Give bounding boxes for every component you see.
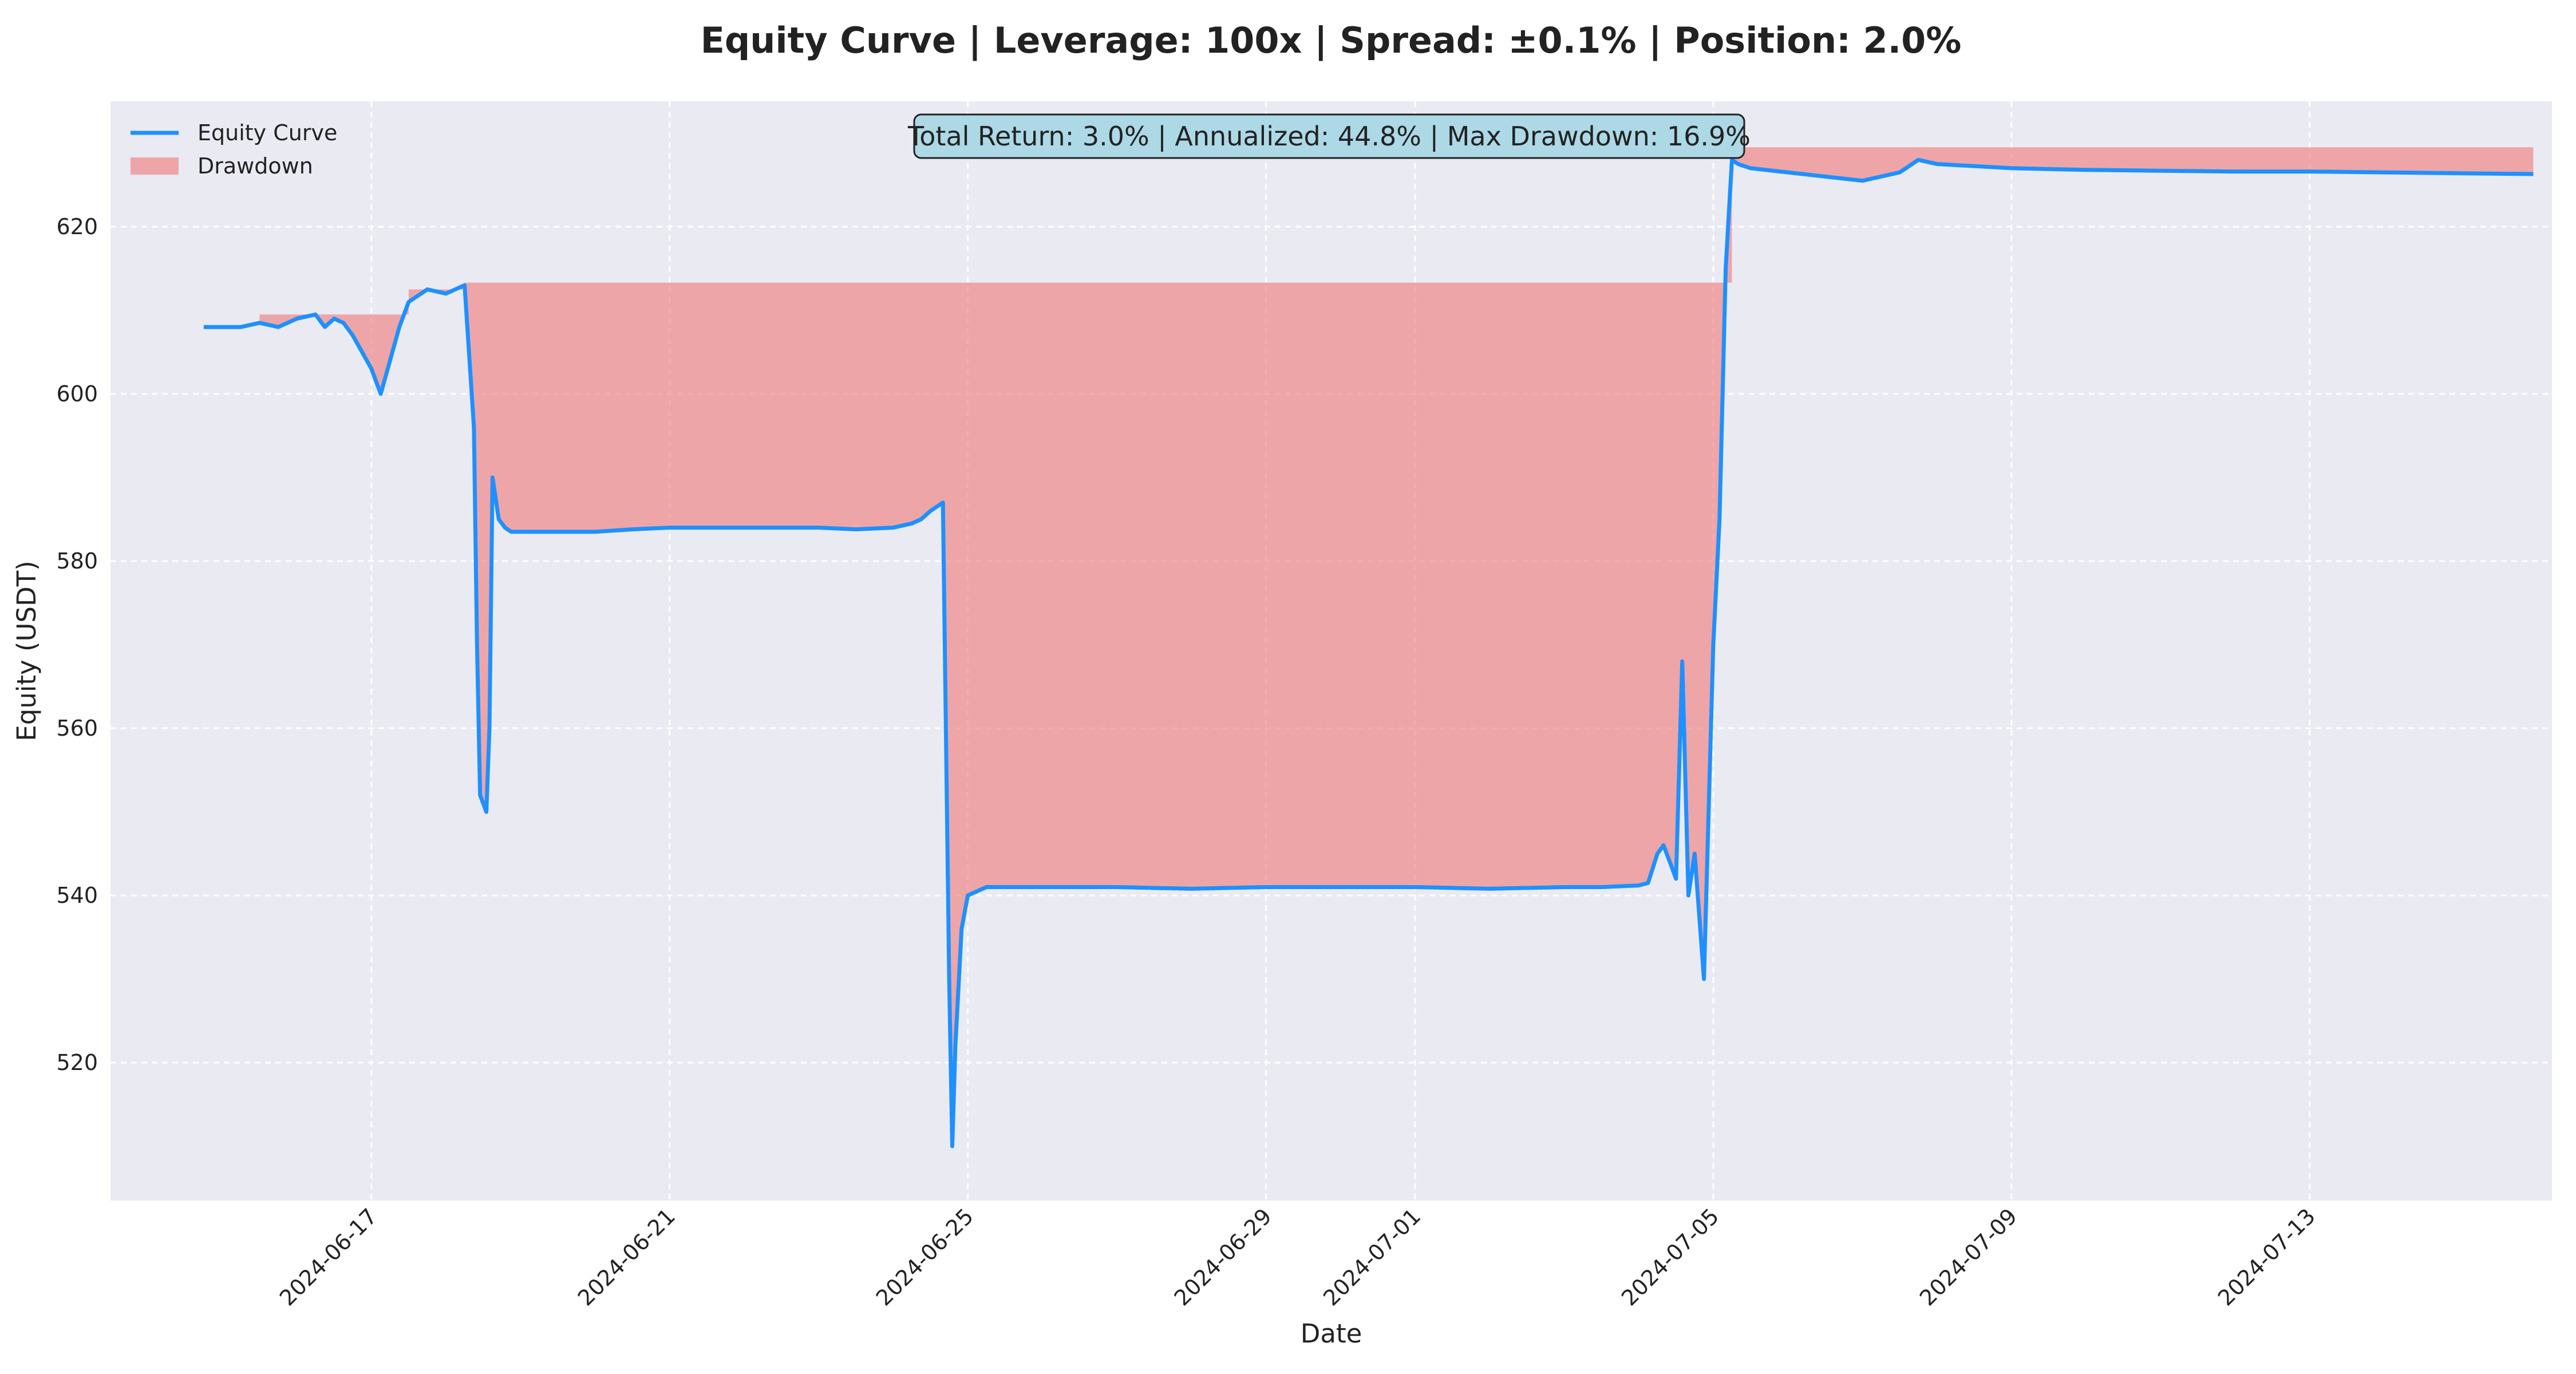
- chart-title: Equity Curve | Leverage: 100x | Spread: …: [701, 19, 1962, 62]
- x-tick-label: 2024-07-09: [1915, 1203, 2022, 1310]
- y-tick-label: 560: [56, 716, 98, 741]
- x-axis: 2024-06-17 2024-06-21 2024-06-25 2024-06-29…: [275, 1203, 2320, 1310]
- y-tick-label: 620: [56, 214, 98, 239]
- stats-annotation: Total Return: 3.0% | Annualized: 44.8% |…: [907, 113, 1751, 159]
- drawdown-area: [259, 147, 2534, 1147]
- x-tick-label: 2024-06-21: [573, 1203, 680, 1310]
- drawdown-layer: [259, 147, 2534, 1147]
- y-tick-label: 580: [56, 548, 98, 574]
- y-axis-label: Equity (USDT): [11, 560, 42, 741]
- x-tick-label: 2024-06-29: [1170, 1203, 1277, 1310]
- legend-equity-label: Equity Curve: [197, 120, 337, 145]
- stats-annotation-text: Total Return: 3.0% | Annualized: 44.8% |…: [907, 121, 1751, 152]
- y-tick-label: 600: [56, 381, 98, 406]
- x-tick-label: 2024-07-13: [2213, 1203, 2320, 1310]
- legend-drawdown-label: Drawdown: [197, 153, 313, 179]
- x-tick-label: 2024-06-17: [275, 1203, 382, 1310]
- x-tick-label: 2024-06-25: [871, 1203, 978, 1310]
- y-tick-label: 520: [56, 1050, 98, 1075]
- x-axis-label: Date: [1301, 1318, 1362, 1349]
- y-tick-label: 540: [56, 883, 98, 908]
- equity-line: [203, 157, 2534, 1148]
- x-tick-label: 2024-07-05: [1617, 1203, 1724, 1310]
- legend-drawdown-swatch: [131, 157, 179, 175]
- stats-annotation-box: [913, 113, 1745, 159]
- legend: Equity Curve Drawdown: [131, 120, 337, 179]
- x-tick-label: 2024-07-01: [1318, 1203, 1425, 1310]
- equity-layer: [203, 157, 2534, 1148]
- y-axis: 520 540 560 580 600 620: [56, 214, 98, 1075]
